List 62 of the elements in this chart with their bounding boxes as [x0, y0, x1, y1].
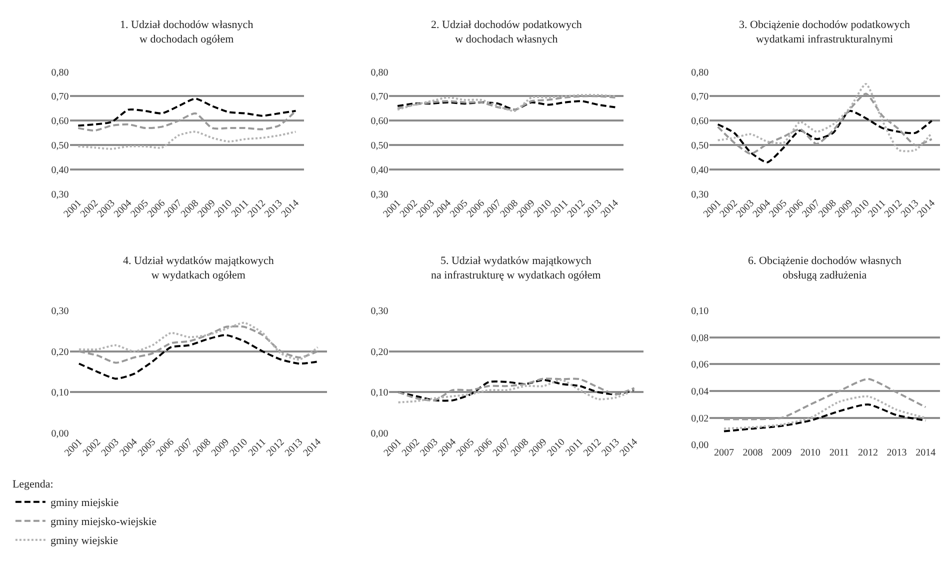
y-tick-label: 0,10 — [51, 388, 69, 399]
y-tick-label: 0,10 — [691, 306, 709, 318]
line-series — [77, 110, 297, 132]
line-series — [722, 395, 927, 430]
chart-title: 3. Obciążenie dochodów podatkowych wydatkami infrastrukturalnymi — [739, 19, 911, 46]
y-tick-label: 0,50 — [691, 140, 709, 152]
x-tick-label: 2012 — [858, 448, 878, 459]
x-tick-label: 2011 — [564, 436, 586, 458]
chart-title: 1. Udział dochodów własnych w dochodach ogółem — [120, 19, 254, 46]
y-tick-label: 0,00 — [370, 428, 388, 440]
y-tick-label: 0,30 — [51, 190, 69, 201]
chart-title: 2. Udział dochodów podatkowych w dochodach własnych — [431, 19, 582, 46]
y-tick-label: 0,60 — [51, 116, 69, 128]
y-tick-label: 0,70 — [51, 92, 69, 103]
y-tick-label: 0,30 — [370, 306, 388, 318]
line-series — [716, 92, 933, 155]
x-tick-label: 2013 — [886, 448, 907, 459]
line-series — [77, 130, 297, 150]
chart-title: 6. Obciążenie dochodów własnych obsługą zadłużenia — [748, 255, 902, 282]
line-series — [396, 100, 616, 111]
y-tick-label: 0,08 — [691, 332, 709, 344]
line-series — [716, 83, 933, 152]
x-tick-label: 2008 — [742, 448, 763, 459]
y-tick-label: 0,60 — [691, 116, 709, 128]
line-series — [77, 98, 297, 127]
y-tick-label: 0,10 — [370, 388, 388, 399]
y-tick-label: 0,02 — [691, 413, 709, 424]
y-tick-label: 0,60 — [370, 116, 388, 128]
y-tick-label: 0,00 — [51, 428, 69, 440]
y-tick-label: 0,30 — [370, 190, 388, 201]
y-tick-label: 0,04 — [691, 386, 709, 398]
y-tick-label: 0,50 — [370, 140, 388, 152]
y-tick-label: 0,80 — [370, 67, 388, 78]
y-tick-label: 0,50 — [51, 140, 69, 152]
y-tick-label: 0,80 — [691, 67, 709, 78]
legend-label: gminy miejskie — [50, 497, 119, 510]
y-tick-label: 0,70 — [691, 92, 709, 103]
x-tick-label: 2010 — [800, 448, 820, 459]
y-tick-label: 0,40 — [51, 165, 69, 176]
line-series — [78, 334, 319, 380]
y-tick-label: 0,40 — [691, 165, 709, 176]
x-tick-label: 2009 — [772, 448, 792, 459]
y-tick-label: 0,40 — [370, 165, 388, 176]
y-tick-label: 0,70 — [370, 92, 388, 103]
legend-label: gminy miejsko-wiejskie — [50, 516, 157, 528]
y-tick-label: 0,30 — [51, 306, 69, 318]
y-tick-label: 0,80 — [51, 67, 69, 78]
line-series — [716, 110, 933, 164]
chart-title: 4. Udział wydatków majątkowych w wydatkach ogółem — [123, 255, 274, 282]
y-tick-label: 0,00 — [691, 440, 709, 452]
y-tick-label: 0,20 — [51, 346, 69, 358]
chart-title: 5. Udział wydatków majątkowych na infrastrukturę w wydatkach ogółem — [431, 255, 602, 282]
line-series — [722, 378, 927, 420]
y-tick-label: 0,30 — [691, 190, 709, 201]
x-tick-label: 2011 — [246, 436, 268, 458]
x-tick-label: 2011 — [829, 448, 850, 459]
legend-title: Legenda: — [12, 478, 54, 490]
x-tick-label: 2007 — [714, 448, 734, 459]
y-tick-label: 0,06 — [691, 360, 709, 371]
y-tick-label: 0,20 — [370, 346, 388, 358]
legend-label: gminy wiejskie — [50, 535, 118, 548]
x-tick-label: 2014 — [916, 448, 936, 459]
